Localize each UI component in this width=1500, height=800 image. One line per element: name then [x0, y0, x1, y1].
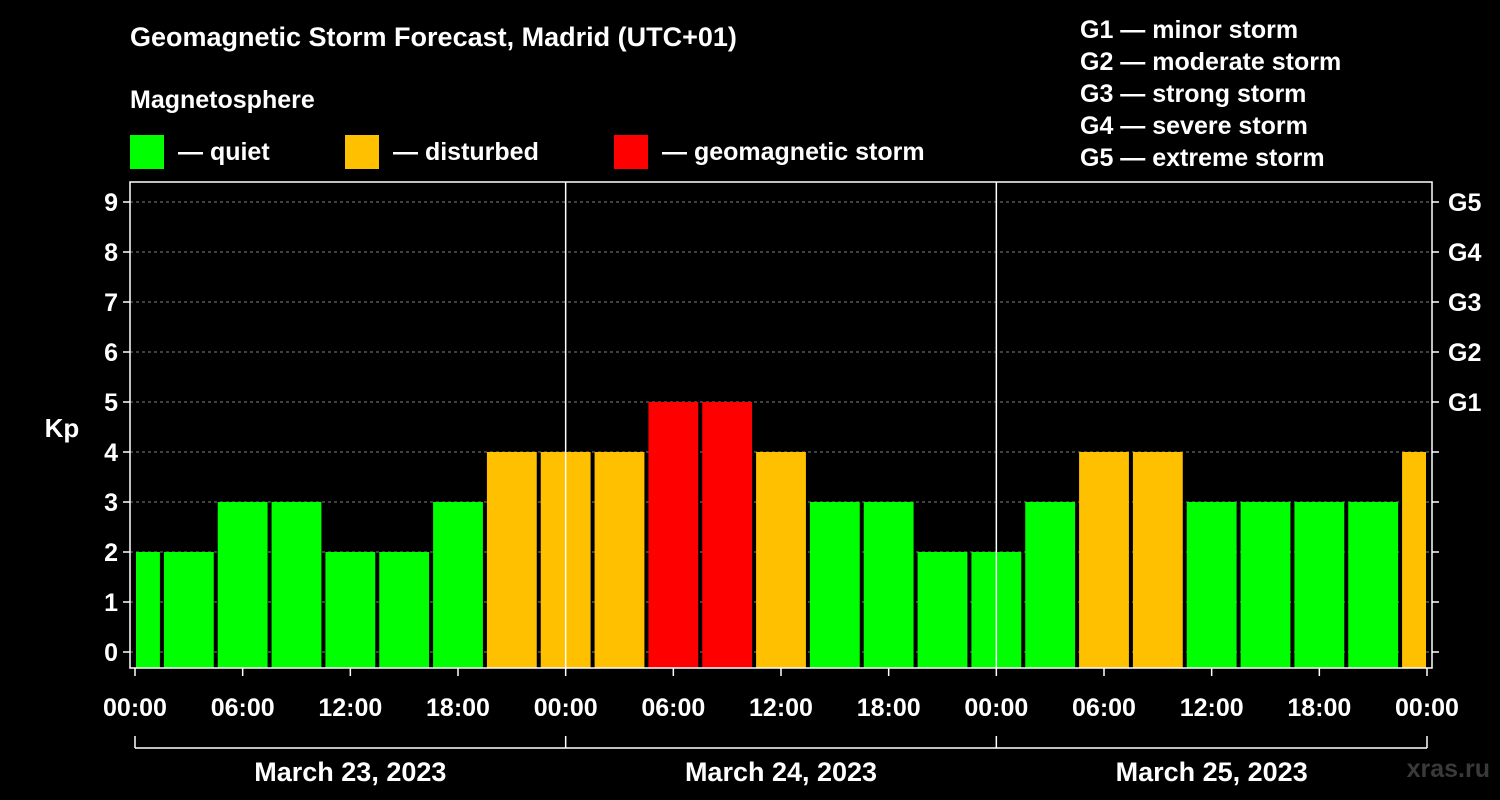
x-tick-label: 12:00 [1180, 694, 1244, 722]
y-tick-label: 6 [104, 339, 118, 367]
kp-bar [217, 502, 268, 668]
x-tick-label: 12:00 [318, 694, 382, 722]
x-tick-label: 06:00 [1072, 694, 1136, 722]
kp-bar [702, 402, 753, 668]
watermark: xras.ru [1406, 755, 1490, 783]
legend-item-disturbed: — disturbed [345, 135, 539, 169]
kp-bar [1079, 452, 1129, 668]
legend-swatch-storm [614, 135, 648, 169]
kp-bar [136, 552, 160, 668]
kp-bar [917, 552, 968, 668]
kp-bar [1132, 452, 1183, 668]
kp-bar [1186, 502, 1237, 668]
kp-bar [1348, 502, 1399, 668]
g-scale-item: G5 — extreme storm [1080, 144, 1325, 172]
g-scale-item: G2 — moderate storm [1080, 48, 1342, 76]
x-tick-label: 06:00 [641, 694, 705, 722]
kp-bar [648, 402, 699, 668]
y-tick-label: 4 [104, 439, 118, 467]
x-tick-label: 00:00 [534, 694, 598, 722]
x-tick-label: 12:00 [749, 694, 813, 722]
x-tick-label: 00:00 [103, 694, 167, 722]
kp-bar [433, 502, 483, 668]
kp-bar [863, 502, 914, 668]
y-tick-label: 7 [104, 289, 118, 317]
legend-swatch-quiet [130, 135, 164, 169]
date-label: March 23, 2023 [254, 757, 446, 787]
kp-bar [271, 502, 322, 668]
x-tick-label: 00:00 [964, 694, 1028, 722]
g-scale-item: G3 — strong storm [1080, 80, 1307, 108]
y-axis-label: Kp [45, 413, 80, 443]
kp-bar [379, 552, 430, 668]
x-tick-label: 06:00 [211, 694, 275, 722]
x-tick-label: 18:00 [1287, 694, 1351, 722]
kp-bar [486, 452, 537, 668]
kp-bar [594, 452, 645, 668]
y-tick-label: 2 [104, 539, 118, 567]
g-level-label: G5 [1448, 189, 1481, 217]
legend-item-quiet: — quiet [130, 135, 270, 169]
legend-item-storm: — geomagnetic storm [614, 135, 925, 169]
y-tick-label: 8 [104, 239, 118, 267]
legend-label-storm: — geomagnetic storm [662, 137, 925, 166]
x-tick-label: 18:00 [857, 694, 921, 722]
g-level-label: G2 [1448, 339, 1481, 367]
kp-bar [756, 452, 806, 668]
x-tick-label: 18:00 [426, 694, 490, 722]
g-scale-legend: G1 — minor storm G2 — moderate storm G3 … [1080, 14, 1341, 174]
g-level-label: G1 [1448, 389, 1481, 417]
kp-bar [1025, 502, 1076, 668]
y-tick-label: 9 [104, 189, 118, 217]
date-label: March 25, 2023 [1116, 757, 1308, 787]
g-scale-item: G1 — minor storm [1080, 16, 1299, 44]
kp-bar [325, 552, 376, 668]
y-tick-label: 1 [104, 589, 118, 617]
g-level-label: G3 [1448, 289, 1481, 317]
kp-bar [163, 552, 214, 668]
g-scale-item: G4 — severe storm [1080, 112, 1308, 140]
chart-subtitle: Magnetosphere [130, 86, 315, 114]
g-level-label: G4 [1448, 239, 1481, 267]
y-tick-label: 3 [104, 489, 118, 517]
y-tick-label: 5 [104, 389, 118, 417]
x-tick-label: 00:00 [1395, 694, 1459, 722]
legend-swatch-disturbed [345, 135, 379, 169]
kp-bar [1294, 502, 1345, 668]
kp-bar [1402, 452, 1426, 668]
legend-label-quiet: — quiet [178, 137, 270, 166]
legend-label-disturbed: — disturbed [393, 137, 539, 166]
kp-bar [1240, 502, 1291, 668]
kp-bar [809, 502, 860, 668]
y-tick-label: 0 [104, 639, 118, 667]
chart-title: Geomagnetic Storm Forecast, Madrid (UTC+… [130, 22, 737, 52]
date-label: March 24, 2023 [685, 757, 877, 787]
